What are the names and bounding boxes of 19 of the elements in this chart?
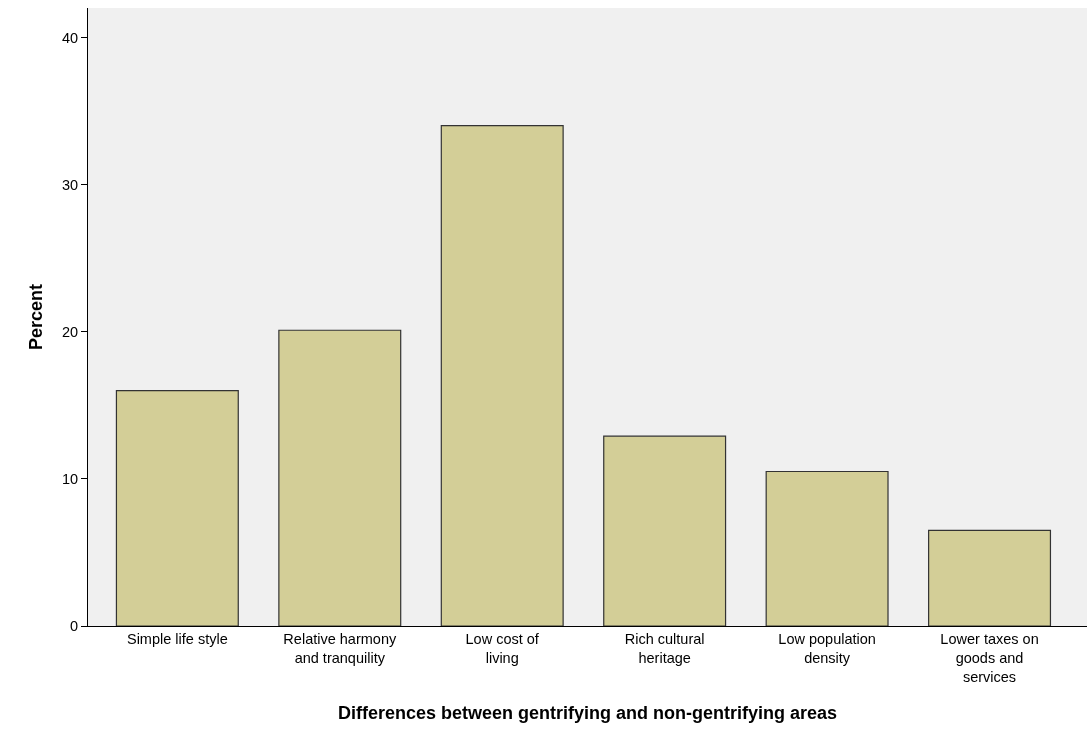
bar bbox=[278, 329, 402, 626]
y-tick-label: 10 bbox=[61, 470, 79, 487]
bar bbox=[115, 389, 239, 626]
bar bbox=[440, 125, 564, 626]
x-tick-label: Low cost of living bbox=[465, 631, 540, 667]
x-axis-title: Differences between gentrifying and non-gentrifying areas bbox=[337, 703, 838, 724]
x-tick-label: Lower taxes on goods and services bbox=[940, 631, 1039, 686]
y-tick-label: 20 bbox=[61, 323, 79, 340]
y-axis-title: Percent bbox=[26, 283, 47, 351]
bar bbox=[928, 529, 1052, 626]
bar bbox=[603, 435, 727, 626]
y-tick-label: 0 bbox=[70, 618, 79, 635]
y-tick-label: 30 bbox=[61, 176, 79, 193]
x-tick-label: Relative harmony and tranquility bbox=[283, 631, 397, 667]
x-tick-label: Low population density bbox=[778, 631, 876, 667]
bar bbox=[765, 470, 889, 626]
y-tick-label: 40 bbox=[61, 29, 79, 46]
x-tick-label: Simple life style bbox=[126, 631, 228, 648]
x-tick-label: Rich cultural heritage bbox=[624, 631, 705, 667]
